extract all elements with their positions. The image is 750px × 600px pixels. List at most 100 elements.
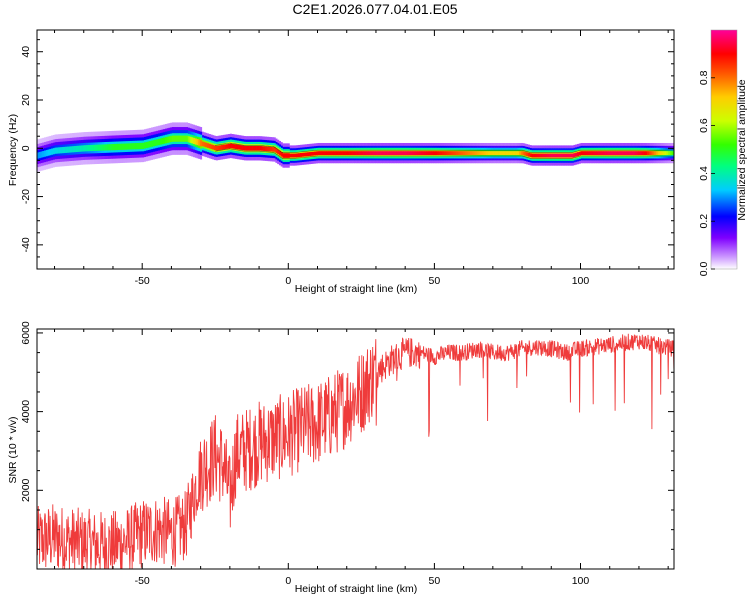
spectrogram-cell	[79, 145, 82, 152]
spectrogram-cell	[305, 152, 308, 157]
spectrogram-cell	[505, 151, 508, 156]
spectrogram-cell	[385, 151, 388, 156]
spectrogram-cell	[298, 153, 301, 158]
spectrogram-cell	[424, 151, 427, 156]
spectrogram-cell	[394, 151, 397, 156]
spectrogram-cell	[434, 151, 438, 156]
spectrogram-cell	[363, 151, 366, 156]
spectrogram-cell	[168, 136, 171, 143]
spectrogram-cell	[433, 151, 436, 156]
spectrogram-cell	[180, 135, 183, 142]
spectrogram-cell	[103, 144, 106, 151]
spectrogram-cell	[247, 145, 250, 151]
spectrogram-cell	[157, 138, 161, 146]
spectrogram-cell	[233, 144, 236, 149]
spectrogram-cell	[417, 151, 420, 156]
spectrogram-cell	[473, 151, 476, 156]
spectrogram-cell	[154, 139, 157, 146]
spectrogram-cell	[584, 151, 587, 156]
snr-x-axis: -50 0 50 100	[54, 329, 669, 587]
spectrogram-cell	[464, 151, 467, 156]
spectrogram-cell	[489, 151, 492, 156]
spectrogram-ridge-edge	[215, 142, 674, 153]
spectrogram-cell	[603, 151, 606, 156]
spectrogram-cell	[540, 153, 543, 158]
spectrogram-cell	[340, 151, 343, 156]
spectrogram-cell	[86, 145, 89, 152]
spectrogram-cell	[207, 143, 210, 148]
spectrogram-cell	[477, 151, 480, 156]
spectrogram-cell	[226, 144, 229, 149]
spectrogram-x-axis: -50 0 50 100	[54, 30, 669, 287]
spectrogram-cell	[664, 151, 667, 156]
spectrogram-cell	[527, 152, 530, 157]
spectrogram-cell	[336, 151, 339, 156]
spectrogram-cell	[366, 151, 369, 156]
spectrogram-cell	[571, 153, 574, 158]
spectrogram-cell	[533, 153, 536, 158]
spectrogram-cell	[508, 151, 511, 156]
spectrogram-cell	[576, 152, 580, 157]
spectrogram-cell	[580, 151, 583, 156]
spectrogram-cell	[149, 141, 152, 148]
spectrogram-cell	[310, 151, 313, 156]
spectrogram-cell	[382, 151, 385, 156]
spectrogram-cell	[273, 147, 276, 152]
spectrogram-cell	[333, 151, 336, 156]
spectrogram-cell	[170, 135, 173, 143]
spectrogram-cell	[415, 151, 418, 156]
spectrogram-cell	[354, 151, 357, 156]
spectrogram-cell	[266, 146, 269, 152]
spectrogram-cell	[173, 135, 176, 142]
spectrogram-cell	[470, 151, 473, 156]
spectrogram-cell	[65, 146, 68, 153]
spectrogram-cell	[257, 145, 260, 151]
colorbar-gradient	[711, 30, 737, 269]
spectrogram-cell	[420, 151, 424, 156]
spectrogram-cell	[431, 151, 434, 156]
spectrogram-cell	[634, 151, 637, 156]
spectrogram-cell	[68, 146, 71, 153]
spectrogram-cell	[633, 151, 636, 156]
spectrogram-cell	[194, 138, 197, 145]
spectrogram-cell	[166, 136, 169, 143]
spectrogram-cell	[587, 151, 590, 156]
spectrogram-cell	[522, 151, 525, 156]
spectrogram-cell	[652, 151, 655, 156]
spectrogram-cell	[277, 149, 280, 155]
spectrogram-cell	[70, 146, 73, 153]
spectrogram-cell	[566, 153, 569, 158]
spectrogram-cell	[40, 151, 43, 158]
spectrogram-cell	[573, 153, 576, 157]
spectrogram-cell	[329, 151, 332, 156]
spectrogram-cell	[212, 145, 215, 150]
spectrogram-cell	[101, 144, 104, 151]
spectrogram-cell	[615, 151, 618, 156]
spectrogram-cell	[626, 151, 629, 156]
spectrogram-cell	[319, 151, 322, 156]
spectrogram-cell	[133, 143, 136, 150]
spectrogram-cell	[112, 144, 115, 151]
spectrogram-cell	[289, 153, 292, 158]
spectrogram-cell	[338, 151, 341, 156]
spectrogram-cell	[624, 151, 627, 156]
spectrogram-cell	[73, 146, 76, 153]
spectrogram-x-tick-label: 0	[285, 275, 291, 287]
spectrogram-cell	[282, 153, 285, 158]
spectrogram-cell	[198, 139, 201, 146]
spectrogram-cell	[179, 135, 182, 142]
spectrogram-y-tick-label: -40	[20, 237, 32, 252]
spectrogram-cell	[303, 152, 306, 157]
spectrogram-cell	[72, 146, 75, 153]
spectrogram-cell	[410, 151, 413, 156]
spectrogram-cell	[529, 153, 532, 158]
spectrogram-cell	[612, 151, 615, 156]
spectrogram-cell	[94, 144, 97, 151]
snr-x-tick-label: 100	[572, 575, 590, 587]
colorbar-tick-label: 0.4	[698, 166, 710, 181]
spectrogram-cell	[622, 151, 625, 156]
spectrogram-cell	[620, 151, 623, 156]
spectrogram-cell	[77, 145, 80, 152]
spectrogram-cell	[669, 151, 672, 156]
spectrogram-cell	[326, 151, 329, 156]
